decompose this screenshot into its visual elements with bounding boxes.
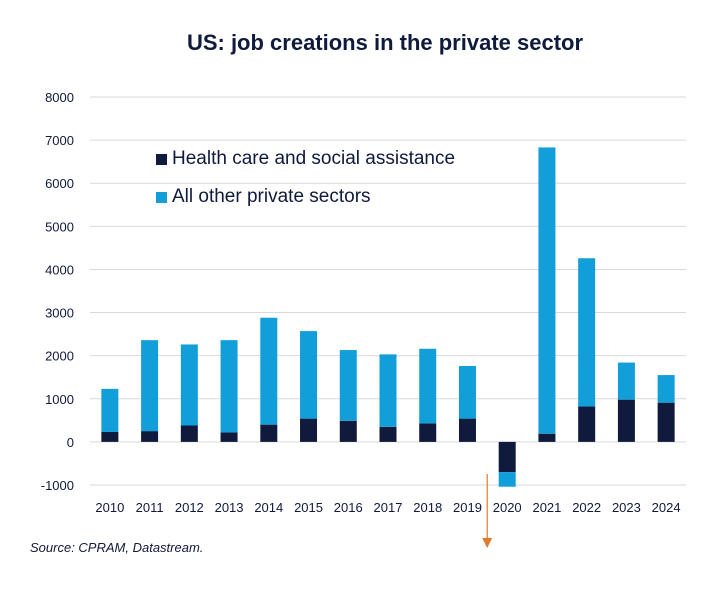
legend: Health care and social assistance All oth… — [156, 148, 455, 207]
bar-other-2024 — [657, 375, 675, 403]
y-tick-label: 6000 — [45, 176, 74, 191]
bar-healthcare-2018 — [419, 423, 437, 442]
x-tick-label: 2022 — [572, 500, 601, 515]
bar-healthcare-2016 — [339, 420, 357, 442]
legend-label: All other private sectors — [172, 186, 371, 207]
y-tick-label: 0 — [67, 435, 74, 450]
x-tick-label: 2017 — [374, 500, 403, 515]
bar-other-2022 — [578, 258, 596, 407]
bar-other-2015 — [300, 331, 318, 419]
legend-label: Health care and social assistance — [172, 148, 455, 169]
y-tick-label: 5000 — [45, 219, 74, 234]
x-tick-label: 2015 — [294, 500, 323, 515]
arrow-head — [482, 538, 493, 548]
y-tick-label: 3000 — [45, 306, 74, 321]
x-tick-label: 2019 — [453, 500, 482, 515]
x-tick-label: 2021 — [532, 500, 561, 515]
y-tick-label: 7000 — [45, 133, 74, 148]
bar-other-2023 — [617, 362, 635, 400]
x-tick-label: 2010 — [95, 500, 124, 515]
y-tick-label: 1000 — [45, 392, 74, 407]
y-axis-ticks: -1000 0 1000 2000 3000 4000 5000 6000 7000 8000 — [41, 90, 74, 493]
bar-healthcare-2019 — [458, 418, 476, 442]
y-tick-label: 8000 — [45, 90, 74, 105]
legend-swatch — [156, 154, 167, 165]
bar-other-2014 — [260, 317, 278, 425]
bar-healthcare-2021 — [538, 433, 556, 442]
x-tick-label: 2023 — [612, 500, 641, 515]
bar-healthcare-2020 — [498, 441, 516, 473]
bar-healthcare-2014 — [260, 424, 278, 442]
bar-healthcare-2022 — [578, 406, 596, 442]
bars — [101, 147, 675, 487]
x-tick-label: 2013 — [215, 500, 244, 515]
bar-other-2020 — [498, 472, 516, 487]
bar-healthcare-2024 — [657, 402, 675, 442]
x-tick-label: 2016 — [334, 500, 363, 515]
x-tick-label: 2024 — [652, 500, 681, 515]
y-tick-label: -1000 — [41, 478, 74, 493]
bar-healthcare-2010 — [101, 431, 119, 442]
y-tick-label: 2000 — [45, 349, 74, 364]
bar-other-2016 — [339, 350, 357, 421]
x-tick-label: 2014 — [254, 500, 283, 515]
bar-other-2019 — [458, 366, 476, 419]
bar-other-2010 — [101, 388, 119, 432]
chart-title: US: job creations in the private sector — [186, 30, 584, 55]
legend-swatch — [156, 192, 167, 203]
x-tick-label: 2011 — [136, 500, 164, 515]
bar-healthcare-2011 — [141, 431, 159, 442]
annotation-arrow — [482, 474, 493, 548]
source-note: Source: CPRAM, Datastream. — [30, 540, 204, 555]
bar-healthcare-2023 — [617, 399, 635, 442]
bar-healthcare-2012 — [180, 425, 198, 442]
bar-other-2011 — [141, 340, 159, 432]
x-axis-ticks: 2010 2011 2012 2013 2014 2015 2016 2017 2018 2019… — [95, 500, 680, 515]
x-tick-label: 2020 — [493, 500, 522, 515]
x-tick-label: 2018 — [413, 500, 442, 515]
bar-healthcare-2013 — [220, 432, 238, 442]
bar-other-2018 — [419, 348, 437, 424]
y-tick-label: 4000 — [45, 262, 74, 277]
bar-healthcare-2017 — [379, 426, 397, 442]
bar-other-2013 — [220, 340, 238, 433]
bar-other-2017 — [379, 354, 397, 427]
bar-healthcare-2015 — [300, 418, 318, 442]
bar-other-2012 — [180, 344, 198, 426]
x-tick-label: 2012 — [175, 500, 204, 515]
bar-other-2021 — [538, 147, 556, 434]
